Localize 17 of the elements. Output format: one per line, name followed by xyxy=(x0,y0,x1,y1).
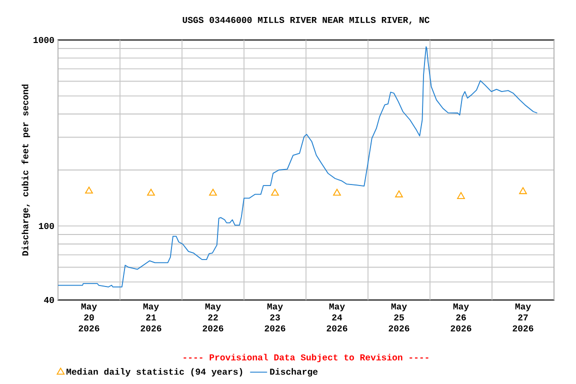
y-tick-label: 1000 xyxy=(34,36,54,44)
y-tick-label: 100 xyxy=(38,222,54,230)
x-tick-label: May 22 2026 xyxy=(202,304,224,332)
x-tick-label: May 20 2026 xyxy=(78,304,100,332)
legend-label: Discharge xyxy=(270,368,318,377)
legend-label: Median daily statistic (94 years) xyxy=(66,368,242,377)
chart-title: USGS 03446000 MILLS RIVER NEAR MILLS RIVER, NC xyxy=(182,16,430,24)
x-tick-label: May 24 2026 xyxy=(326,304,348,332)
y-tick-label: 40 xyxy=(44,296,54,304)
x-tick-label: May 26 2026 xyxy=(450,304,472,332)
x-tick-label: May 23 2026 xyxy=(264,304,286,332)
text: ---- Provisional Data Subject to Revision ---- xyxy=(184,354,428,362)
line-series xyxy=(58,46,538,288)
x-tick-label: May 21 2026 xyxy=(140,304,162,332)
x-tick-label: May 25 2026 xyxy=(388,304,410,332)
y-axis-title: Discharge, cubic feet per second xyxy=(22,84,30,256)
x-tick-label: May 27 2026 xyxy=(512,304,534,332)
